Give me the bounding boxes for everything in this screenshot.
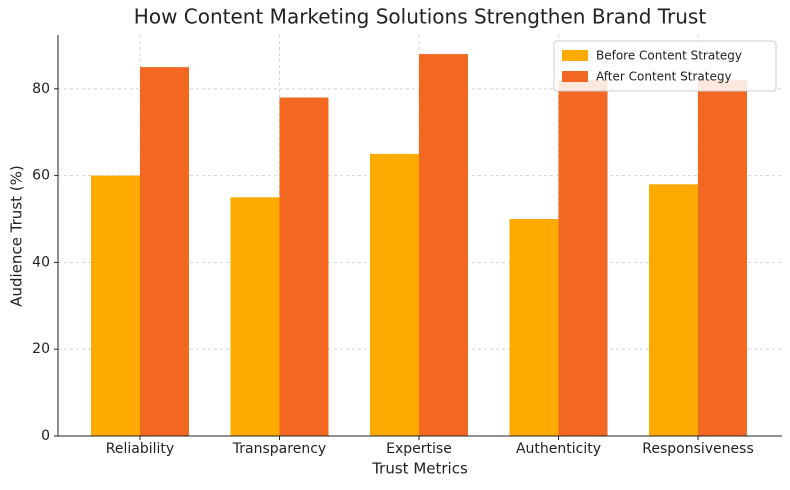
legend-box bbox=[553, 40, 777, 92]
bar bbox=[370, 153, 419, 436]
y-axis-label: Audience Trust (%) bbox=[8, 165, 26, 307]
chart-title: How Content Marketing Solutions Strength… bbox=[134, 5, 707, 29]
x-tick-label: Expertise bbox=[386, 441, 452, 457]
bar bbox=[419, 54, 468, 436]
bar bbox=[91, 175, 140, 436]
y-tick-label: 40 bbox=[32, 254, 50, 270]
y-tick-label: 0 bbox=[41, 428, 50, 444]
x-tick-label: Transparency bbox=[232, 441, 326, 457]
legend-label: After Content Strategy bbox=[596, 70, 732, 84]
bar bbox=[140, 67, 189, 436]
legend-swatch bbox=[562, 50, 588, 61]
x-tick-label: Authenticity bbox=[516, 441, 601, 457]
x-tick-label: Responsiveness bbox=[642, 441, 754, 457]
x-axis-label: Trust Metrics bbox=[371, 460, 468, 478]
bar bbox=[698, 80, 747, 436]
y-tick-label: 20 bbox=[32, 341, 50, 357]
y-tick-label: 60 bbox=[32, 168, 50, 184]
bar bbox=[558, 80, 608, 436]
x-tick-label: Reliability bbox=[106, 441, 174, 457]
y-tick-label: 80 bbox=[32, 81, 50, 97]
bar bbox=[649, 184, 698, 436]
bar bbox=[509, 219, 559, 436]
legend-label: Before Content Strategy bbox=[596, 49, 742, 63]
bar bbox=[279, 97, 329, 437]
legend-swatch bbox=[562, 71, 588, 82]
bar bbox=[230, 197, 280, 436]
